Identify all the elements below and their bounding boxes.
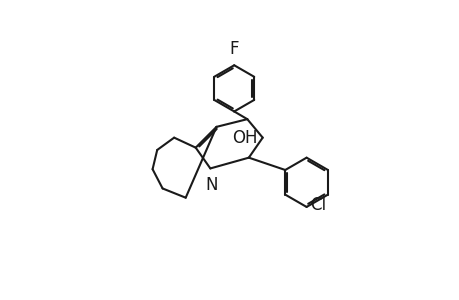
- Text: Cl: Cl: [310, 196, 326, 214]
- Text: F: F: [229, 40, 238, 58]
- Text: OH: OH: [232, 129, 257, 147]
- Text: N: N: [205, 176, 218, 194]
